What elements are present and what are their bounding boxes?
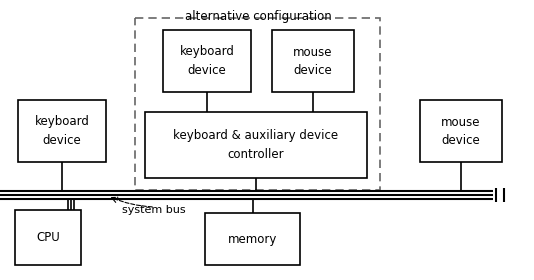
Text: mouse
device: mouse device: [441, 115, 481, 146]
Text: keyboard & auxiliary device
controller: keyboard & auxiliary device controller: [174, 129, 339, 160]
Bar: [272, 30, 354, 92]
Bar: [163, 30, 251, 92]
Text: memory: memory: [228, 232, 277, 246]
Text: mouse
device: mouse device: [293, 45, 333, 76]
Text: keyboard
device: keyboard device: [35, 115, 89, 146]
Bar: [18, 100, 106, 162]
Bar: [145, 112, 367, 178]
Bar: [205, 213, 300, 265]
Bar: [15, 210, 81, 265]
Bar: [420, 100, 502, 162]
Bar: [135, 18, 380, 190]
Text: CPU: CPU: [36, 231, 60, 244]
Text: system bus: system bus: [122, 205, 186, 215]
Text: alternative configuration: alternative configuration: [185, 10, 332, 23]
Text: keyboard
device: keyboard device: [179, 45, 234, 76]
